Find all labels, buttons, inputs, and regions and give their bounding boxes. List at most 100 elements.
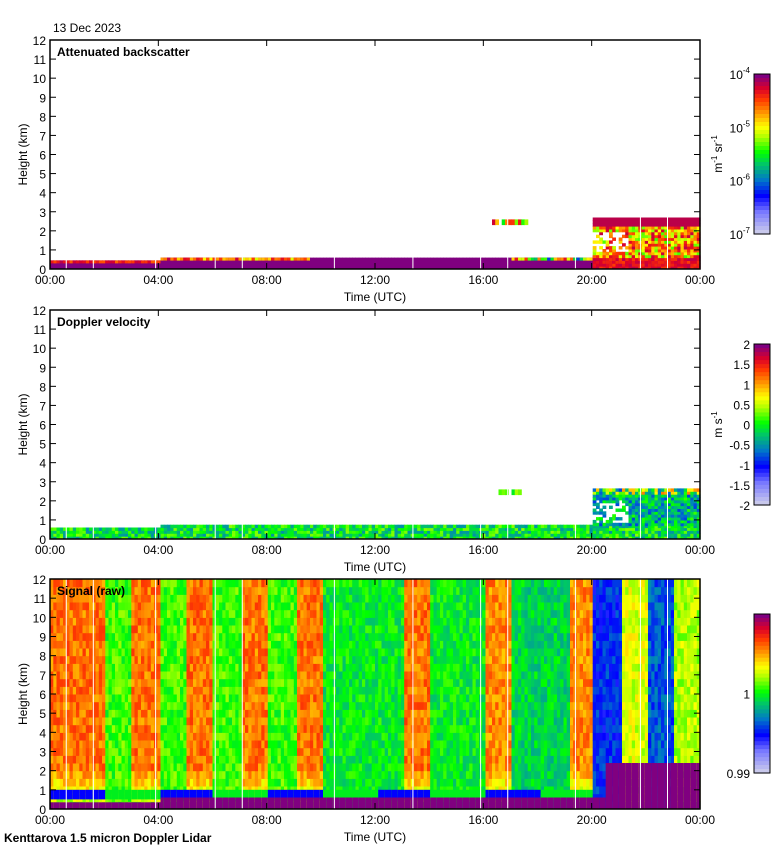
heatmap-cell xyxy=(241,586,246,595)
heatmap-cell xyxy=(297,701,301,710)
heatmap-cell xyxy=(180,617,184,626)
heatmap-cell xyxy=(690,502,695,507)
heatmap-cell xyxy=(579,524,584,529)
heatmap-cell xyxy=(66,724,71,733)
heatmap-cell xyxy=(121,763,126,772)
heatmap-cell xyxy=(618,488,623,492)
heatmap-cell xyxy=(232,602,236,611)
heatmap-cell xyxy=(215,586,220,595)
heatmap-cell xyxy=(687,517,691,521)
heatmap-cell xyxy=(280,586,285,595)
heatmap-cell xyxy=(137,778,142,787)
heatmap-cell xyxy=(251,257,256,261)
heatmap-cell xyxy=(131,755,136,764)
heatmap-cell xyxy=(280,763,285,772)
heatmap-cell xyxy=(303,740,308,749)
heatmap-cell xyxy=(284,640,288,649)
heatmap-cell xyxy=(277,609,282,618)
heatmap-cell xyxy=(648,536,652,540)
heatmap-cell xyxy=(206,579,210,588)
heatmap-cell xyxy=(657,527,662,531)
heatmap-cell xyxy=(118,709,123,718)
heatmap-cell xyxy=(505,527,509,531)
heatmap-cell xyxy=(144,579,149,588)
heatmap-cell xyxy=(683,536,688,540)
heatmap-cell xyxy=(323,533,327,537)
heatmap-cell xyxy=(105,260,110,264)
heatmap-cell xyxy=(163,671,168,680)
heatmap-cell xyxy=(622,223,626,227)
heatmap-cell xyxy=(508,257,512,269)
heatmap-cell xyxy=(251,655,256,664)
heatmap-cell xyxy=(488,536,493,540)
heatmap-cell xyxy=(482,533,486,537)
heatmap-cell xyxy=(251,663,256,672)
heatmap-cell xyxy=(186,579,191,588)
heatmap-cell xyxy=(664,497,669,501)
heatmap-cell xyxy=(215,579,220,588)
heatmap-cell xyxy=(66,655,71,664)
heatmap-cell xyxy=(98,617,103,626)
heatmap-cell xyxy=(102,594,106,603)
heatmap-cell xyxy=(167,747,171,756)
heatmap-cell xyxy=(635,217,639,221)
heatmap-cell xyxy=(82,789,87,800)
heatmap-cell xyxy=(137,260,142,264)
heatmap-cell xyxy=(696,527,701,531)
heatmap-cell xyxy=(50,686,54,695)
heatmap-cell xyxy=(661,249,665,253)
heatmap-cell xyxy=(274,530,279,534)
heatmap-cell xyxy=(69,694,74,703)
heatmap-cell xyxy=(209,724,214,733)
heatmap-cell xyxy=(667,511,672,515)
heatmap-cell xyxy=(72,536,77,540)
heatmap-cell xyxy=(95,260,100,264)
heatmap-cell xyxy=(274,686,279,695)
heatmap-cell xyxy=(241,724,246,733)
heatmap-cell xyxy=(560,527,564,531)
heatmap-cell xyxy=(274,533,279,537)
heatmap-cell xyxy=(176,536,181,540)
heatmap-cell xyxy=(196,701,201,710)
heatmap-cell xyxy=(401,533,405,537)
heatmap-cell xyxy=(183,625,188,634)
heatmap-cell xyxy=(674,228,678,233)
heatmap-cell xyxy=(131,579,136,588)
heatmap-cell xyxy=(150,663,155,672)
heatmap-cell xyxy=(108,586,113,595)
colorbar-swatch xyxy=(754,476,770,482)
heatmap-cell xyxy=(644,488,649,492)
heatmap-cell xyxy=(173,763,178,772)
heatmap-cell xyxy=(163,789,168,800)
heatmap-cell xyxy=(137,763,142,772)
colorbar-swatch xyxy=(754,460,770,466)
heatmap-cell xyxy=(241,524,246,529)
heatmap-cell xyxy=(563,536,568,540)
heatmap-cell xyxy=(488,530,493,534)
heatmap-cell xyxy=(105,701,110,710)
heatmap-cell xyxy=(219,257,223,269)
heatmap-cell xyxy=(53,586,58,595)
heatmap-cell xyxy=(609,533,613,537)
heatmap-cell xyxy=(258,530,262,534)
heatmap-cell xyxy=(163,694,168,703)
heatmap-cell xyxy=(654,257,659,261)
heatmap-cell xyxy=(388,527,392,531)
y-tick-label: 10 xyxy=(33,342,47,356)
heatmap-cell xyxy=(124,755,129,764)
heatmap-cell xyxy=(644,511,649,515)
heatmap-cell xyxy=(141,678,145,687)
heatmap-cell xyxy=(297,789,301,800)
heatmap-cell xyxy=(105,655,110,664)
heatmap-cell xyxy=(50,678,54,687)
heatmap-cell xyxy=(677,226,682,230)
heatmap-cell xyxy=(124,536,129,540)
heatmap-cell xyxy=(219,579,223,588)
heatmap-cell xyxy=(85,632,90,641)
heatmap-cell xyxy=(98,747,103,756)
heatmap-cell xyxy=(66,701,71,710)
heatmap-cell xyxy=(222,763,227,772)
heatmap-cell xyxy=(280,648,285,657)
heatmap-cell xyxy=(261,527,266,531)
